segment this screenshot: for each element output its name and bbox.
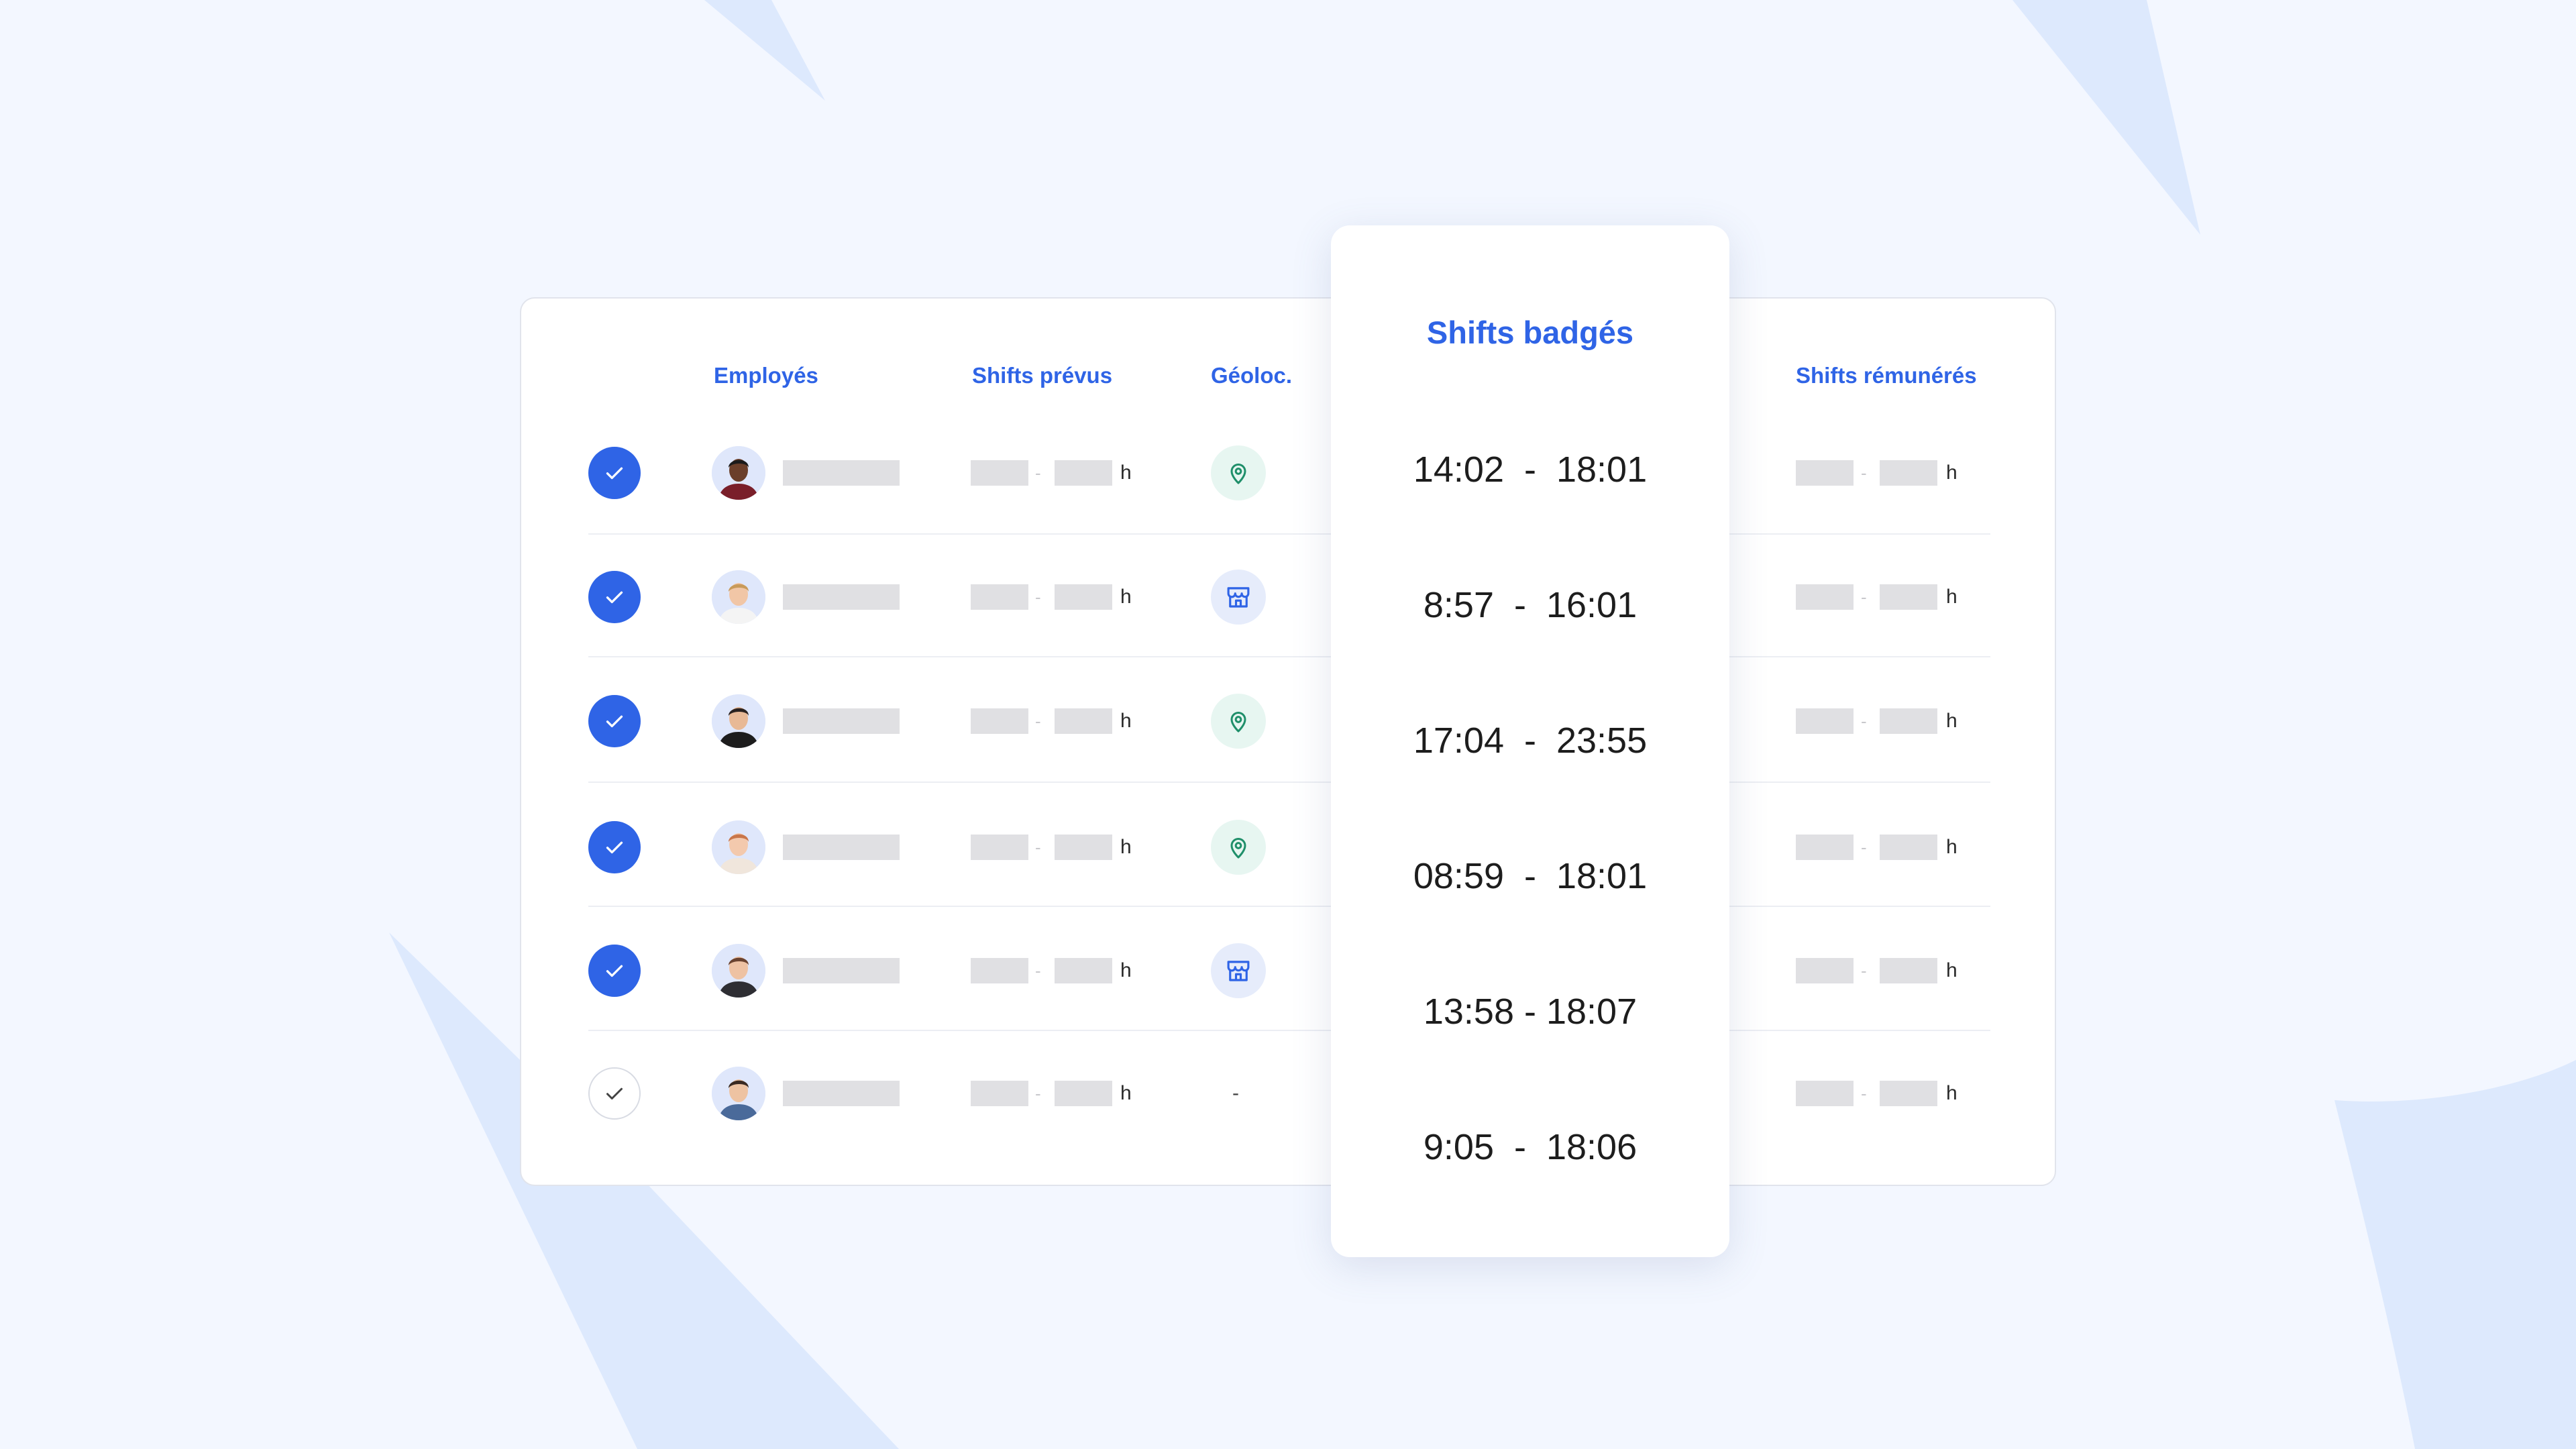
- planned-separator: -: [1035, 463, 1041, 483]
- paid-start-placeholder: [1796, 1081, 1854, 1106]
- planned-start-placeholder: [971, 835, 1028, 860]
- planned-hour-unit: h: [1120, 959, 1132, 981]
- planned-start-placeholder: [971, 1081, 1028, 1106]
- avatar-man-short: [712, 1067, 765, 1120]
- avatar-man-beard: [712, 694, 765, 748]
- row-checkbox-checked[interactable]: [588, 695, 641, 747]
- employee-name-placeholder: [783, 584, 900, 610]
- table-row: - h - h: [521, 681, 2057, 806]
- row-divider: [588, 1030, 1990, 1031]
- row-checkbox-checked[interactable]: [588, 821, 641, 873]
- store-icon: [1211, 570, 1266, 625]
- paid-end-placeholder: [1880, 1081, 1937, 1106]
- row-checkbox-unchecked[interactable]: [588, 1067, 641, 1120]
- row-checkbox-checked[interactable]: [588, 447, 641, 499]
- badged-shifts-panel: Shifts badgés 14:02 - 18:01 8:57 - 16:01 1…: [1331, 225, 1729, 1257]
- header-badged-shifts: Shifts badgés: [1426, 315, 1634, 350]
- paid-hour-unit: h: [1946, 959, 1957, 981]
- employee-name-placeholder: [783, 460, 900, 486]
- paid-end-placeholder: [1880, 958, 1937, 983]
- planned-separator: -: [1035, 587, 1041, 607]
- paid-end-placeholder: [1880, 460, 1937, 486]
- table-row: - h - h: [521, 930, 2057, 1055]
- paid-hour-unit: h: [1946, 710, 1957, 732]
- planned-end-placeholder: [1055, 835, 1112, 860]
- paid-separator: -: [1861, 837, 1867, 857]
- header-planned-shifts: Shifts prévus: [972, 363, 1113, 388]
- paid-end-placeholder: [1880, 835, 1937, 860]
- planned-start-placeholder: [971, 460, 1028, 486]
- row-divider: [588, 533, 1990, 535]
- employee-name-placeholder: [783, 1081, 900, 1106]
- badged-shift-time: 17:04 - 23:55: [1413, 720, 1648, 761]
- planned-start-placeholder: [971, 584, 1028, 610]
- avatar-woman-red: [712, 820, 765, 874]
- planned-hour-unit: h: [1120, 836, 1132, 858]
- paid-start-placeholder: [1796, 708, 1854, 734]
- planned-separator: -: [1035, 961, 1041, 981]
- avatar-woman-blonde: [712, 570, 765, 624]
- employee-name-placeholder: [783, 708, 900, 734]
- paid-start-placeholder: [1796, 835, 1854, 860]
- paid-hour-unit: h: [1946, 1082, 1957, 1104]
- row-divider: [588, 782, 1990, 783]
- table-row: - h - h: [521, 433, 2057, 557]
- shifts-table-card: Employés Shifts prévus Géoloc. Shifts ré…: [520, 297, 2056, 1186]
- paid-start-placeholder: [1796, 460, 1854, 486]
- badged-shift-time: 8:57 - 16:01: [1423, 585, 1638, 625]
- badged-shift-time: 13:58 - 18:07: [1423, 991, 1638, 1032]
- table-row: - h - - h: [521, 1053, 2057, 1178]
- planned-end-placeholder: [1055, 1081, 1112, 1106]
- badged-shift-time: 08:59 - 18:01: [1413, 856, 1648, 896]
- paid-hour-unit: h: [1946, 462, 1957, 484]
- avatar-man-dark: [712, 446, 765, 500]
- header-geolocation: Géoloc.: [1211, 363, 1293, 388]
- header-employees: Employés: [714, 363, 818, 388]
- paid-end-placeholder: [1880, 584, 1937, 610]
- paid-start-placeholder: [1796, 584, 1854, 610]
- planned-separator: -: [1035, 837, 1041, 857]
- row-divider: [588, 906, 1990, 907]
- employee-name-placeholder: [783, 958, 900, 983]
- paid-separator: -: [1861, 1083, 1867, 1104]
- paid-hour-unit: h: [1946, 586, 1957, 608]
- location-pin-icon: [1211, 694, 1266, 749]
- paid-separator: -: [1861, 463, 1867, 483]
- paid-separator: -: [1861, 961, 1867, 981]
- planned-separator: -: [1035, 711, 1041, 731]
- planned-hour-unit: h: [1120, 710, 1132, 732]
- geolocation-none: -: [1232, 1082, 1239, 1104]
- planned-start-placeholder: [971, 958, 1028, 983]
- badged-shift-time: 9:05 - 18:06: [1423, 1127, 1638, 1167]
- planned-end-placeholder: [1055, 584, 1112, 610]
- row-divider: [588, 656, 1990, 657]
- employee-name-placeholder: [783, 835, 900, 860]
- planned-start-placeholder: [971, 708, 1028, 734]
- badged-shift-time: 14:02 - 18:01: [1413, 449, 1648, 490]
- paid-end-placeholder: [1880, 708, 1937, 734]
- store-icon: [1211, 943, 1266, 998]
- paid-separator: -: [1861, 587, 1867, 607]
- planned-end-placeholder: [1055, 708, 1112, 734]
- table-row: - h - h: [521, 807, 2057, 932]
- planned-end-placeholder: [1055, 958, 1112, 983]
- planned-hour-unit: h: [1120, 462, 1132, 484]
- header-paid-shifts: Shifts rémunérés: [1796, 363, 1977, 388]
- location-pin-icon: [1211, 445, 1266, 500]
- row-checkbox-checked[interactable]: [588, 571, 641, 623]
- paid-hour-unit: h: [1946, 836, 1957, 858]
- planned-end-placeholder: [1055, 460, 1112, 486]
- table-row: - h - h: [521, 557, 2057, 682]
- paid-start-placeholder: [1796, 958, 1854, 983]
- location-pin-icon: [1211, 820, 1266, 875]
- paid-separator: -: [1861, 711, 1867, 731]
- planned-hour-unit: h: [1120, 586, 1132, 608]
- planned-hour-unit: h: [1120, 1082, 1132, 1104]
- planned-separator: -: [1035, 1083, 1041, 1104]
- row-checkbox-checked[interactable]: [588, 945, 641, 997]
- avatar-woman-brown: [712, 944, 765, 998]
